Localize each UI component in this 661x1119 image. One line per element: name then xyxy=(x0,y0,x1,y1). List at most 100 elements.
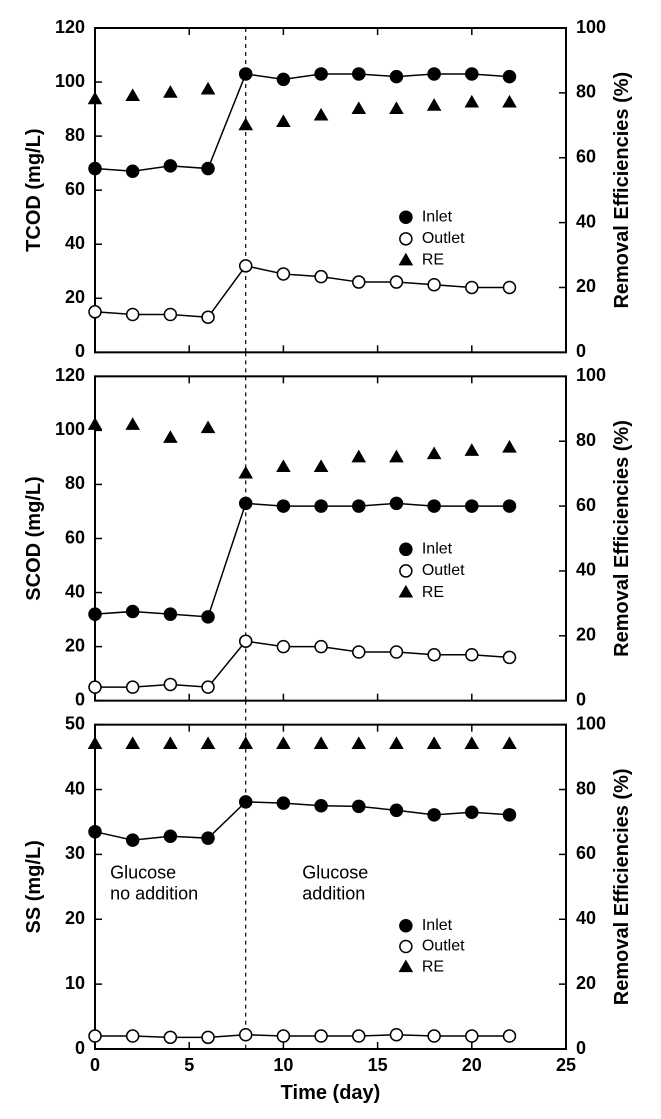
ytick-left-label: 30 xyxy=(65,843,85,863)
marker-ss-outlet xyxy=(202,1031,214,1043)
legend-marker-tcod-inlet-icon xyxy=(400,211,412,223)
ytick-right-label: 20 xyxy=(576,625,596,645)
marker-scod-outlet xyxy=(353,646,365,658)
ytick-right-label: 80 xyxy=(576,82,596,102)
ytick-left-label: 0 xyxy=(75,1038,85,1058)
marker-tcod-inlet xyxy=(353,68,365,80)
marker-scod-inlet xyxy=(353,500,365,512)
marker-scod-inlet xyxy=(503,500,515,512)
ylabel-right-scod: Removal Efficiencies (%) xyxy=(611,420,633,657)
marker-ss-inlet xyxy=(390,804,402,816)
ytick-right-label: 0 xyxy=(576,1038,586,1058)
marker-scod-inlet xyxy=(277,500,289,512)
marker-scod-outlet xyxy=(466,649,478,661)
legend-marker-scod-inlet-icon xyxy=(400,543,412,555)
marker-scod-inlet xyxy=(428,500,440,512)
ytick-left-label: 100 xyxy=(55,419,85,439)
legend-label-scod-outlet: Outlet xyxy=(422,562,465,579)
ylabel-right-ss: Removal Efficiencies (%) xyxy=(611,768,633,1005)
ytick-right-label: 40 xyxy=(576,560,596,580)
xtick-label: 20 xyxy=(462,1055,482,1075)
ytick-left-label: 0 xyxy=(75,341,85,361)
ytick-right-label: 40 xyxy=(576,211,596,231)
legend-marker-ss-inlet-icon xyxy=(400,920,412,932)
ytick-right-label: 0 xyxy=(576,689,586,709)
xtick-label: 5 xyxy=(184,1055,194,1075)
marker-ss-outlet xyxy=(277,1030,289,1042)
marker-tcod-outlet xyxy=(164,308,176,320)
marker-scod-inlet xyxy=(164,608,176,620)
ytick-left-label: 50 xyxy=(65,713,85,733)
marker-tcod-inlet xyxy=(466,68,478,80)
ylabel-left-ss: SS (mg/L) xyxy=(23,840,45,933)
marker-scod-inlet xyxy=(127,605,139,617)
ytick-left-label: 80 xyxy=(65,473,85,493)
xtick-label: 25 xyxy=(556,1055,576,1075)
ytick-left-label: 40 xyxy=(65,233,85,253)
ytick-left-label: 10 xyxy=(65,973,85,993)
marker-ss-outlet xyxy=(315,1030,327,1042)
ytick-left-label: 60 xyxy=(65,527,85,547)
ylabel-left-scod: SCOD (mg/L) xyxy=(23,476,45,600)
ytick-left-label: 100 xyxy=(55,71,85,91)
marker-scod-outlet xyxy=(390,646,402,658)
ytick-right-label: 0 xyxy=(576,341,586,361)
marker-scod-outlet xyxy=(127,681,139,693)
marker-scod-inlet xyxy=(315,500,327,512)
marker-tcod-outlet xyxy=(353,276,365,288)
marker-tcod-inlet xyxy=(164,160,176,172)
xtick-label: 15 xyxy=(368,1055,388,1075)
legend-label-scod-re: RE xyxy=(422,584,444,601)
ytick-right-label: 80 xyxy=(576,430,596,450)
marker-tcod-outlet xyxy=(428,279,440,291)
xtick-label: 0 xyxy=(90,1055,100,1075)
ytick-right-label: 60 xyxy=(576,146,596,166)
marker-tcod-outlet xyxy=(503,281,515,293)
ylabel-left-tcod: TCOD (mg/L) xyxy=(23,129,45,252)
annotation-ss-1-0: Glucose xyxy=(302,863,368,883)
marker-ss-outlet xyxy=(353,1030,365,1042)
annotation-ss-0-1: no addition xyxy=(110,883,198,903)
marker-scod-inlet xyxy=(390,497,402,509)
annotation-ss-0-0: Glucose xyxy=(110,863,176,883)
marker-ss-inlet xyxy=(127,834,139,846)
ytick-left-label: 120 xyxy=(55,365,85,385)
marker-ss-inlet xyxy=(466,806,478,818)
marker-ss-outlet xyxy=(503,1030,515,1042)
ytick-right-label: 100 xyxy=(576,17,606,37)
marker-tcod-inlet xyxy=(503,71,515,83)
marker-ss-outlet xyxy=(390,1029,402,1041)
ytick-right-label: 60 xyxy=(576,843,596,863)
legend-label-scod-inlet: Inlet xyxy=(422,541,453,558)
marker-ss-inlet xyxy=(353,800,365,812)
marker-scod-outlet xyxy=(277,641,289,653)
xtick-label: 10 xyxy=(273,1055,293,1075)
legend-label-tcod-inlet: Inlet xyxy=(422,208,453,225)
xaxis-title: Time (day) xyxy=(281,1082,381,1104)
marker-scod-inlet xyxy=(466,500,478,512)
marker-tcod-outlet xyxy=(202,311,214,323)
marker-tcod-inlet xyxy=(315,68,327,80)
figure-root: 020406080100120020406080100TCOD (mg/L)Re… xyxy=(0,0,661,1119)
legend-label-tcod-re: RE xyxy=(422,252,444,269)
marker-tcod-outlet xyxy=(466,281,478,293)
marker-tcod-inlet xyxy=(127,165,139,177)
ytick-right-label: 80 xyxy=(576,778,596,798)
marker-tcod-inlet xyxy=(428,68,440,80)
marker-ss-inlet xyxy=(315,800,327,812)
legend-label-ss-outlet: Outlet xyxy=(422,938,465,955)
marker-ss-inlet xyxy=(277,797,289,809)
marker-tcod-outlet xyxy=(240,260,252,272)
ytick-left-label: 20 xyxy=(65,635,85,655)
marker-scod-outlet xyxy=(428,649,440,661)
ytick-left-label: 0 xyxy=(75,689,85,709)
annotation-ss-1-1: addition xyxy=(302,883,365,903)
ytick-right-label: 100 xyxy=(576,365,606,385)
marker-ss-inlet xyxy=(89,826,101,838)
marker-ss-outlet xyxy=(127,1030,139,1042)
marker-tcod-inlet xyxy=(277,73,289,85)
marker-ss-outlet xyxy=(164,1031,176,1043)
marker-tcod-inlet xyxy=(240,68,252,80)
ytick-left-label: 40 xyxy=(65,581,85,601)
marker-scod-outlet xyxy=(202,681,214,693)
